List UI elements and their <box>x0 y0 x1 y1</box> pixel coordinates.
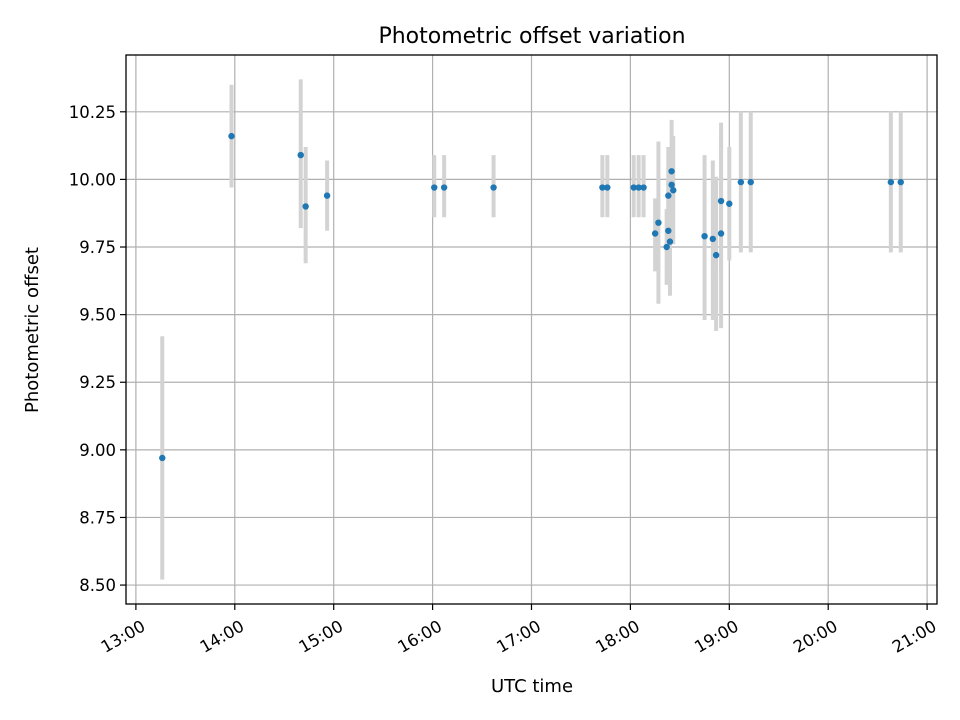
data-point <box>228 132 235 140</box>
data-point <box>635 184 642 191</box>
data-point <box>159 454 166 462</box>
data-point <box>712 251 720 259</box>
data-points <box>159 132 904 462</box>
x-tick-label: 15:00 <box>296 616 347 656</box>
grid <box>126 55 937 604</box>
data-point <box>668 168 675 175</box>
data-point <box>887 178 895 186</box>
x-tick-label: 21:00 <box>889 616 940 656</box>
data-point <box>490 184 497 191</box>
x-tick-label: 18:00 <box>592 616 643 656</box>
data-point <box>701 232 708 240</box>
x-tick-label: 14:00 <box>197 616 248 656</box>
data-point <box>323 192 331 199</box>
data-point <box>663 243 670 251</box>
data-point <box>666 238 674 245</box>
data-point <box>670 187 677 194</box>
y-tick-label: 8.75 <box>79 508 116 527</box>
data-point <box>665 227 672 234</box>
x-tick-label: 19:00 <box>691 616 742 656</box>
data-point <box>440 184 448 191</box>
y-axis-ticks: 8.50 8.75 9.00 9.25 9.50 9.75 10.00 10.25 <box>69 103 126 595</box>
data-point <box>747 178 754 186</box>
y-tick-label: 9.75 <box>79 238 116 257</box>
data-point <box>655 219 662 226</box>
y-tick-label: 9.25 <box>79 373 116 392</box>
y-tick-label: 9.50 <box>79 306 116 325</box>
data-point <box>726 200 733 207</box>
y-tick-label: 9.00 <box>79 441 116 460</box>
data-point <box>717 230 725 237</box>
x-tick-label: 20:00 <box>790 616 841 656</box>
data-point <box>897 178 904 186</box>
x-tick-label: 17:00 <box>493 616 544 656</box>
data-point <box>709 235 717 243</box>
data-point <box>599 184 606 191</box>
data-point <box>665 192 672 199</box>
data-point <box>630 184 637 191</box>
y-tick-label: 8.50 <box>79 576 116 595</box>
y-tick-label: 10.00 <box>69 170 116 189</box>
chart-title: Photometric offset variation <box>378 24 685 49</box>
data-point <box>302 203 309 210</box>
y-tick-label: 10.25 <box>69 103 116 122</box>
data-point <box>737 178 745 186</box>
data-point <box>604 184 611 191</box>
x-axis-label: UTC time <box>491 676 573 697</box>
data-point <box>717 197 725 205</box>
data-point <box>651 230 659 237</box>
data-point <box>640 184 647 191</box>
x-axis-ticks: 13:00 14:00 15:00 16:00 17:00 18:00 19:00 20:00… <box>98 604 940 657</box>
x-tick-label: 16:00 <box>395 616 446 656</box>
data-point <box>668 181 675 189</box>
x-tick-label: 13:00 <box>98 616 149 656</box>
data-point <box>297 151 304 159</box>
data-point <box>431 184 438 191</box>
y-axis-label: Photometric offset <box>22 247 43 413</box>
